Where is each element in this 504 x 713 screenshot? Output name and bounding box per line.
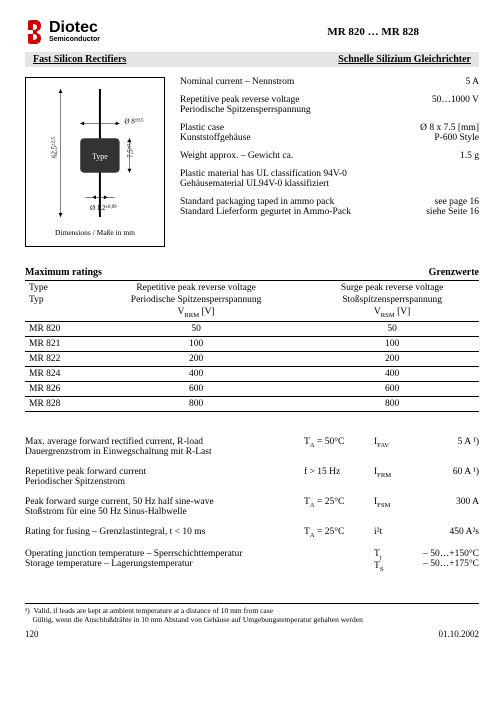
header: Diotec Semiconductor MR 820 … MR 828 (25, 20, 479, 44)
svg-text:Type: Type (92, 152, 108, 161)
logo-main: Diotec (49, 20, 100, 36)
specs: Nominal current – Nennstrom 5 A Repetitiv… (180, 77, 479, 247)
param-row: Repetitive peak forward currentPeriodisc… (25, 467, 479, 487)
param-row: Operating junction temperature – Sperrsc… (25, 549, 479, 573)
doc-title: MR 820 … MR 828 (327, 26, 419, 38)
subtitle-left: Fast Silicon Rectifiers (33, 54, 126, 65)
spec-label: Nominal current – Nennstrom (180, 77, 294, 87)
logo: Diotec Semiconductor (25, 20, 100, 44)
svg-text:Ø 8±0,5: Ø 8±0,5 (125, 118, 144, 125)
spec-label: Repetitive peak reverse voltagePeriodisc… (180, 95, 311, 115)
spec-value: 50…1000 V (432, 95, 479, 115)
param-row: Rating for fusing – Grenzlastintegral, t… (25, 527, 479, 539)
ratings-table: TypeRepetitive peak reverse voltageSurge… (25, 281, 479, 412)
table-row: MR 826600600 (25, 381, 479, 396)
param-row: Max. average forward rectified current, … (25, 437, 479, 457)
diotec-logo-icon (25, 20, 45, 44)
drawing-caption: Dimensions / Maße in mm (31, 228, 159, 237)
table-row: MR 8205050 (25, 321, 479, 336)
subtitle-bar: Fast Silicon Rectifiers Schnelle Siliziu… (25, 52, 479, 67)
spec-value: Ø 8 x 7.5 [mm]P-600 Style (420, 123, 479, 143)
spec-value: see page 16siehe Seite 16 (426, 197, 479, 217)
params: Max. average forward rectified current, … (25, 437, 479, 573)
svg-text:62,5±2,5: 62,5±2,5 (52, 137, 59, 158)
spec-label: Plastic caseKunststoffgehäuse (180, 123, 251, 143)
page-number: 120 (25, 629, 39, 639)
ratings-title-left: Maximum ratings (25, 267, 102, 278)
spec-value: 5 A (466, 77, 479, 87)
param-row: Peak forward surge current, 50 Hz half s… (25, 497, 479, 517)
table-row: MR 821100100 (25, 336, 479, 351)
info-row: Type Ø 8±0,5 Ø 1.2±0,09 7,5±0,1 62,5±2,5… (25, 77, 479, 247)
drawing-box: Type Ø 8±0,5 Ø 1.2±0,09 7,5±0,1 62,5±2,5… (25, 77, 165, 247)
spec-value: 1.5 g (460, 151, 479, 161)
spec-label: Standard packaging taped in ammo packSta… (180, 197, 351, 217)
package-drawing: Type Ø 8±0,5 Ø 1.2±0,09 7,5±0,1 62,5±2,5 (31, 83, 159, 223)
footnote: ¹) Valid, if leads are kept at ambient t… (25, 603, 479, 624)
table-row: MR 822200200 (25, 351, 479, 366)
footer: 120 01.10.2002 (25, 629, 479, 639)
svg-text:7,5±0,1: 7,5±0,1 (127, 140, 134, 158)
footer-date: 01.10.2002 (439, 629, 480, 639)
logo-sub: Semiconductor (49, 36, 100, 43)
table-row: MR 824400400 (25, 366, 479, 381)
ratings-header: Maximum ratings Grenzwerte (25, 267, 479, 281)
spec-label: Plastic material has UL classification 9… (180, 169, 479, 189)
ratings-title-right: Grenzwerte (429, 267, 479, 278)
spec-label: Weight approx. – Gewicht ca. (180, 151, 293, 161)
subtitle-right: Schnelle Silizium Gleichrichter (338, 54, 471, 65)
svg-text:Ø 1.2±0,09: Ø 1.2±0,09 (90, 205, 117, 212)
table-row: MR 828800800 (25, 396, 479, 411)
